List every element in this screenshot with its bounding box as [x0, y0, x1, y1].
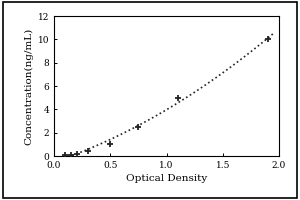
X-axis label: Optical Density: Optical Density	[126, 174, 207, 183]
Y-axis label: Concentration(ng/mL): Concentration(ng/mL)	[24, 27, 34, 145]
